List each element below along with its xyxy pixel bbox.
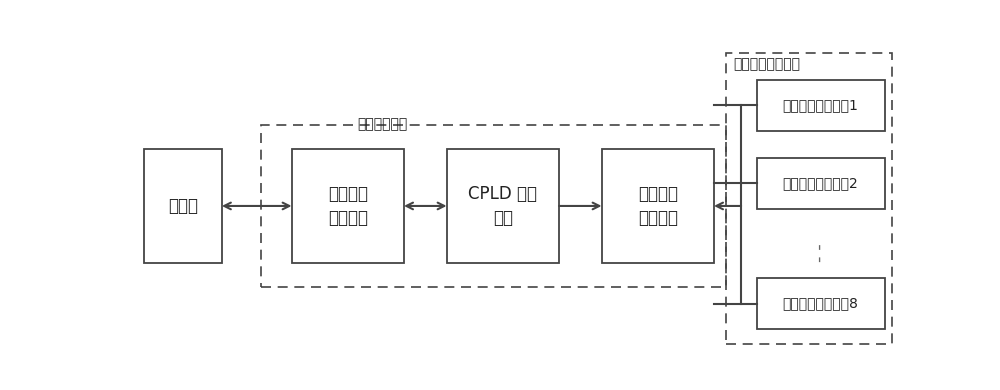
Text: 信号集控模块: 信号集控模块 (358, 117, 408, 131)
Text: 多路落种检测模块: 多路落种检测模块 (733, 57, 800, 71)
Text: - -: - - (811, 243, 829, 262)
Text: 信号采集
接口电路: 信号采集 接口电路 (638, 185, 678, 227)
Bar (447, 149, 559, 263)
Text: 落种检测集控模块2: 落种检测集控模块2 (783, 176, 858, 190)
Bar (757, 158, 885, 209)
Bar (757, 278, 885, 329)
Bar (144, 149, 222, 263)
Text: CPLD 控制
芯片: CPLD 控制 芯片 (468, 185, 537, 227)
Bar (261, 125, 726, 287)
Bar (602, 149, 714, 263)
Text: 落种检测集控模块1: 落种检测集控模块1 (783, 98, 858, 112)
Bar (726, 53, 892, 344)
Text: 串行通信
接口电路: 串行通信 接口电路 (328, 185, 368, 227)
Text: 上位机: 上位机 (168, 197, 198, 215)
Bar (292, 149, 404, 263)
Bar (757, 80, 885, 131)
Text: 落种检测集控模块8: 落种检测集控模块8 (783, 296, 858, 310)
